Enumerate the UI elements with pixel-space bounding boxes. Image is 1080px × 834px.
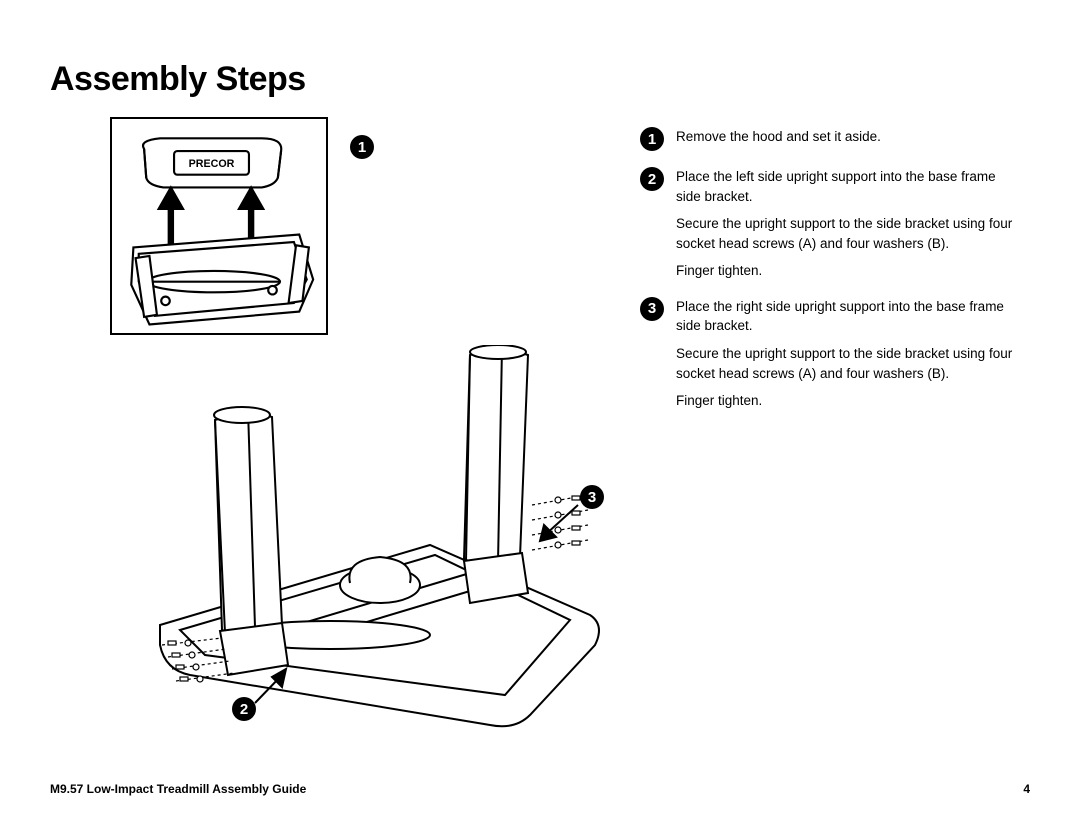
callout-3-marker: 3 [580, 485, 604, 509]
step-2-text: Place the left side upright support into… [676, 167, 1020, 281]
footer-page-number: 4 [1023, 782, 1030, 796]
step-1: 1 Remove the hood and set it aside. [640, 127, 1020, 151]
step-2-p1: Place the left side upright support into… [676, 167, 1020, 206]
brand-text: PRECOR [189, 158, 235, 170]
step-2-p3: Finger tighten. [676, 261, 1020, 281]
step-1-p1: Remove the hood and set it aside. [676, 127, 881, 147]
step-2-number: 2 [640, 167, 664, 191]
step-2: 2 Place the left side upright support in… [640, 167, 1020, 281]
page-title: Assembly Steps [50, 60, 1030, 99]
content-area: PRECOR [50, 117, 1030, 745]
step-2-p2: Secure the upright support to the side b… [676, 214, 1020, 253]
figure-2-wrap: 2 3 [50, 345, 610, 745]
step-1-number: 1 [640, 127, 664, 151]
step-3-text: Place the right side upright support int… [676, 297, 1020, 411]
footer-title: M9.57 Low-Impact Treadmill Assembly Guid… [50, 782, 306, 796]
figure-2-drawing [50, 345, 610, 745]
page-footer: M9.57 Low-Impact Treadmill Assembly Guid… [50, 782, 1030, 796]
step-3-p1: Place the right side upright support int… [676, 297, 1020, 336]
step-3-number: 3 [640, 297, 664, 321]
step-3: 3 Place the right side upright support i… [640, 297, 1020, 411]
figure-1-box: PRECOR [110, 117, 328, 335]
figure-1-drawing: PRECOR [112, 119, 326, 333]
callout-1-marker: 1 [350, 135, 374, 159]
figures-column: PRECOR [50, 117, 610, 745]
instructions-column: 1 Remove the hood and set it aside. 2 Pl… [640, 117, 1020, 745]
callout-2-marker: 2 [232, 697, 256, 721]
step-3-p2: Secure the upright support to the side b… [676, 344, 1020, 383]
step-1-text: Remove the hood and set it aside. [676, 127, 881, 147]
step-3-p3: Finger tighten. [676, 391, 1020, 411]
